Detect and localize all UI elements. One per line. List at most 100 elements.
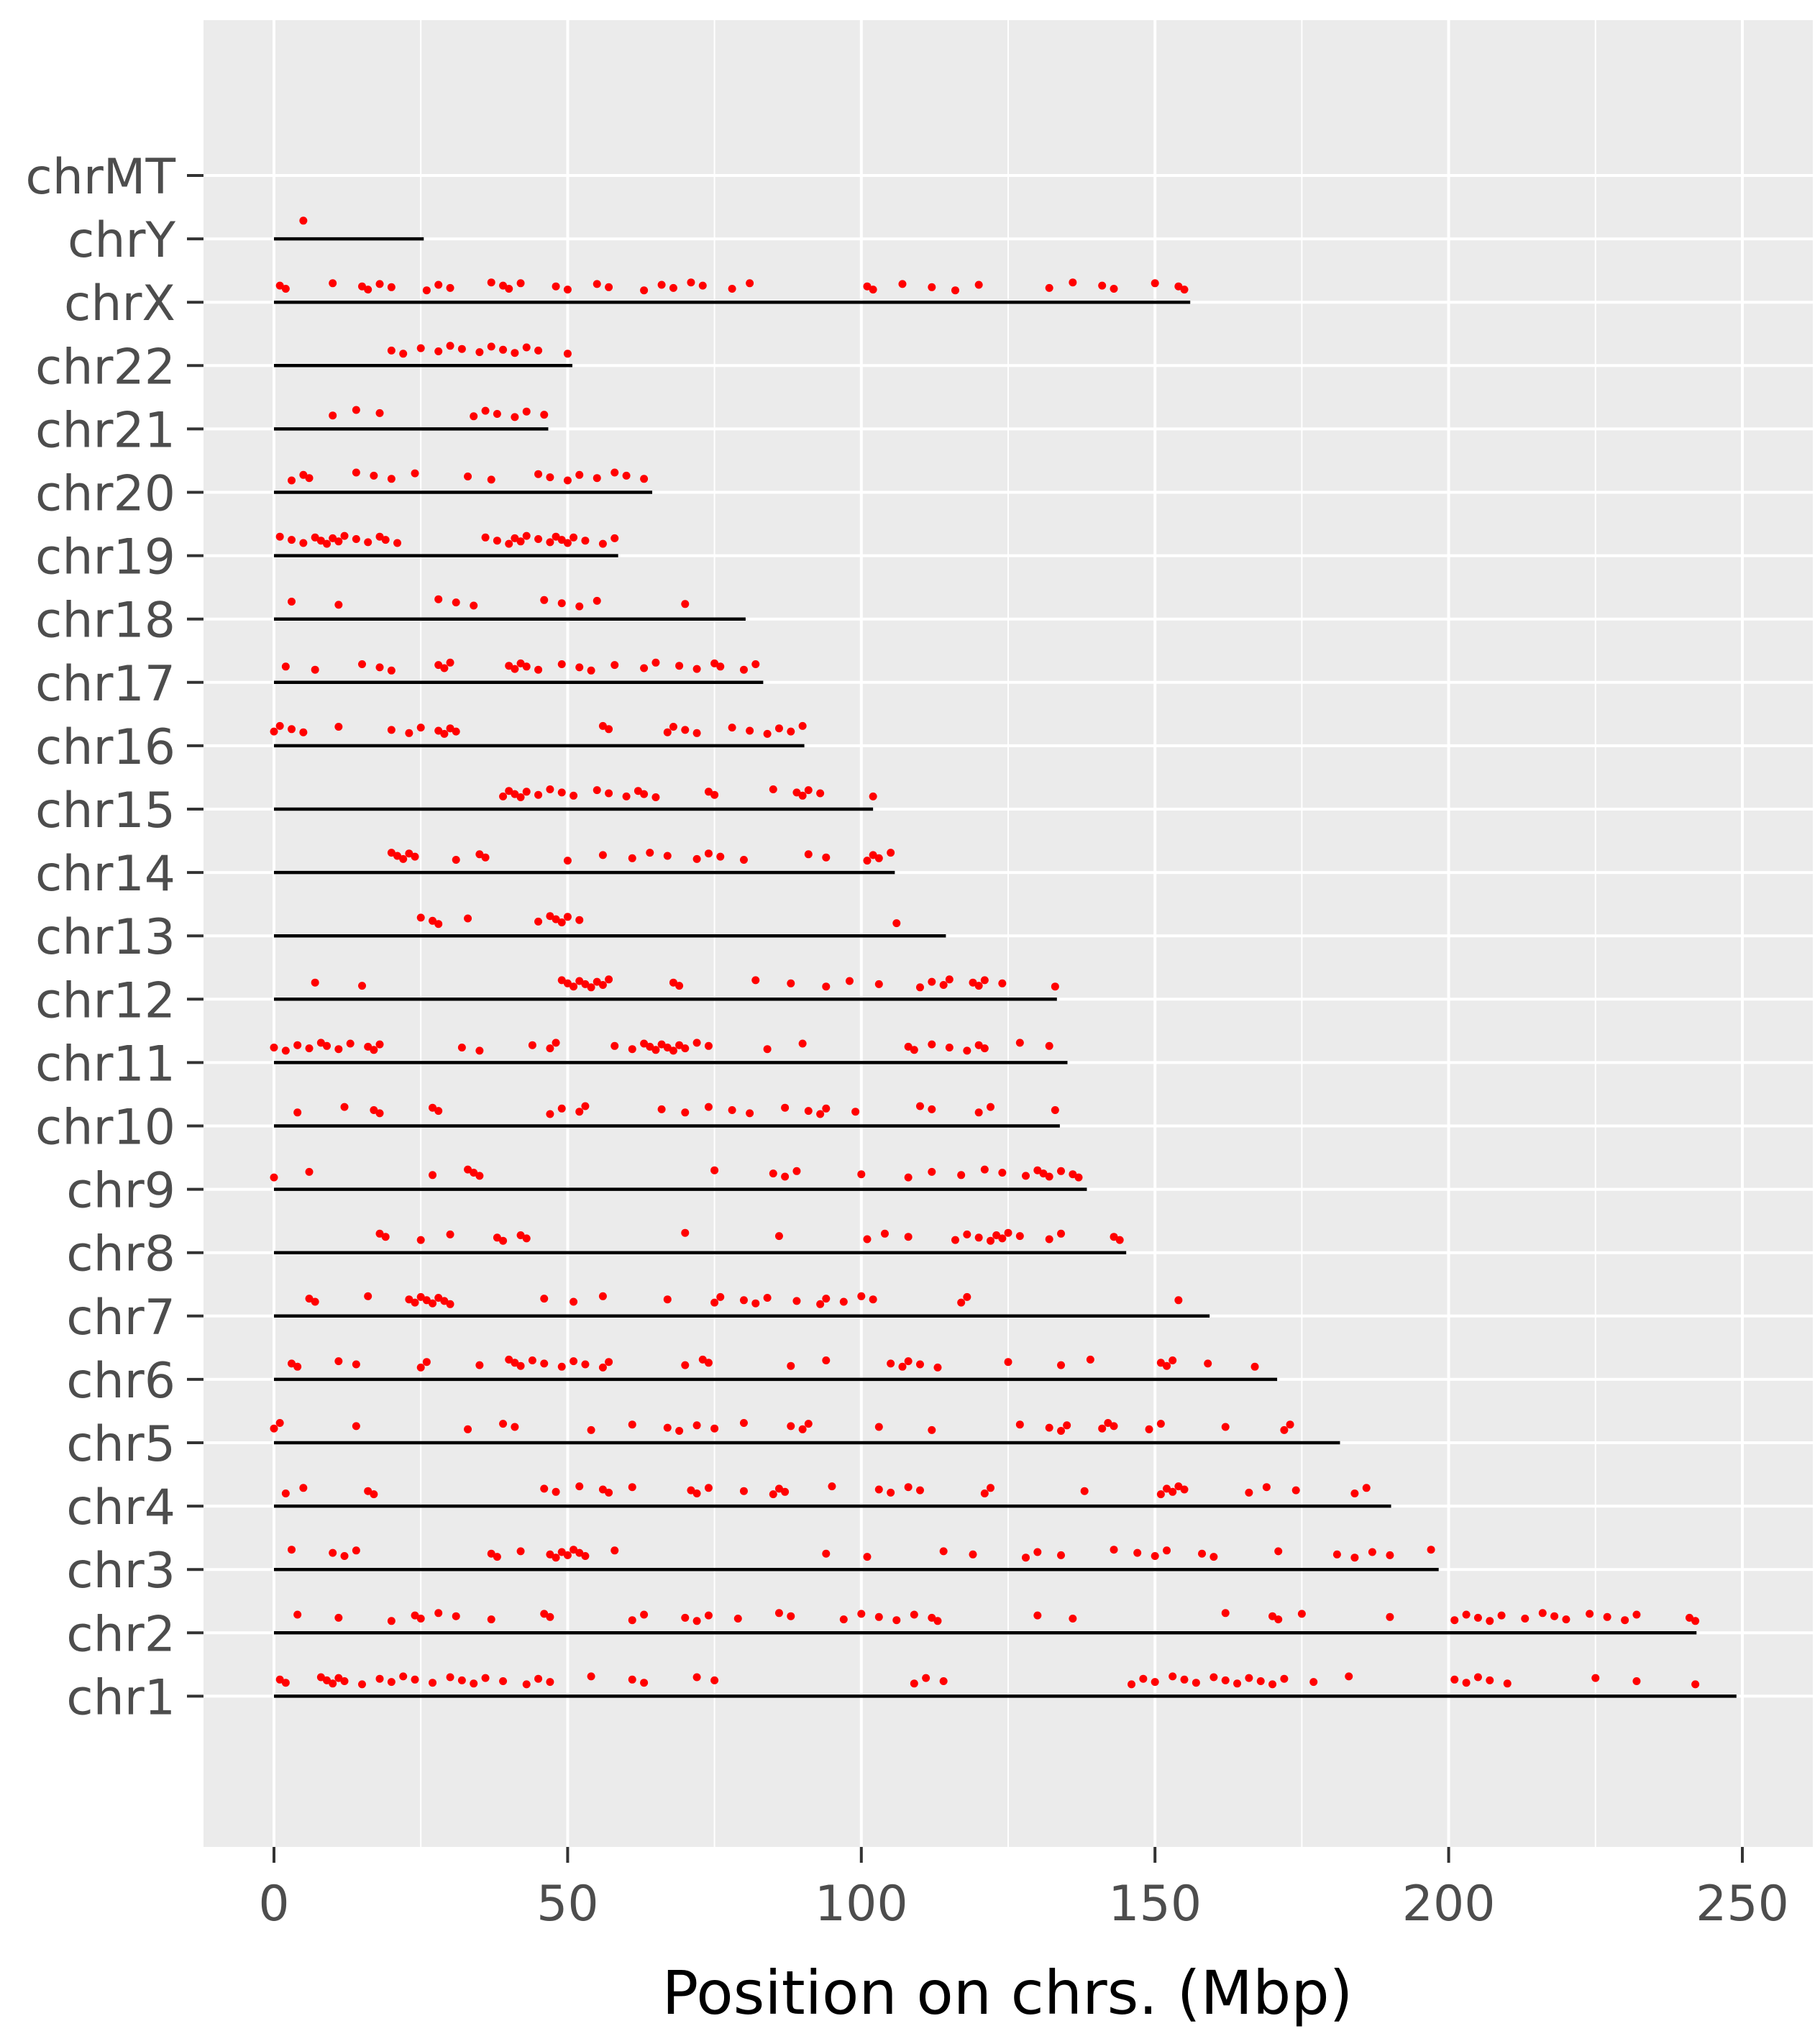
data-point <box>364 1042 372 1051</box>
data-point <box>446 283 454 292</box>
data-point <box>728 1106 736 1114</box>
data-point <box>598 1363 607 1372</box>
data-point <box>1069 1615 1077 1623</box>
data-point <box>499 345 508 354</box>
data-point <box>470 1169 478 1177</box>
data-point <box>522 662 531 671</box>
data-point <box>963 1046 971 1055</box>
data-point <box>522 1680 531 1689</box>
data-point <box>651 658 660 667</box>
data-point <box>370 471 378 480</box>
data-point <box>311 533 319 542</box>
data-point <box>593 786 601 795</box>
data-point <box>804 850 813 859</box>
data-point <box>540 1295 549 1303</box>
data-point <box>634 787 642 795</box>
data-point <box>1156 1420 1165 1428</box>
data-point <box>1128 1680 1136 1689</box>
data-point <box>704 1484 713 1492</box>
data-point <box>1521 1615 1529 1623</box>
data-point <box>957 1171 966 1180</box>
y-tick-label: chr19 <box>35 529 175 586</box>
data-point <box>429 1171 437 1180</box>
data-point <box>499 1236 508 1245</box>
data-point <box>370 1490 378 1499</box>
data-point <box>787 979 795 987</box>
data-point <box>481 853 490 862</box>
data-point <box>288 725 296 734</box>
data-point <box>593 596 601 605</box>
data-point <box>434 1294 443 1302</box>
data-point <box>869 851 877 859</box>
data-point <box>316 1039 325 1047</box>
data-point <box>563 539 572 547</box>
data-point <box>928 1105 936 1113</box>
data-point <box>316 537 325 545</box>
data-point <box>1004 1228 1012 1237</box>
data-point <box>305 1167 314 1176</box>
data-point <box>593 280 601 288</box>
data-point <box>1080 1487 1089 1495</box>
data-point <box>951 1236 959 1244</box>
data-point <box>822 1295 831 1303</box>
data-point <box>598 981 607 989</box>
data-point <box>739 665 748 674</box>
data-point <box>540 1484 549 1493</box>
data-point <box>323 539 331 548</box>
data-point <box>516 1547 525 1556</box>
data-point <box>698 281 707 290</box>
data-point <box>898 280 907 288</box>
data-point <box>774 1232 783 1241</box>
data-point <box>698 1355 707 1364</box>
data-point <box>804 1107 813 1115</box>
data-point <box>552 915 560 923</box>
data-point <box>1051 982 1059 991</box>
data-point <box>340 1677 349 1685</box>
data-point <box>969 978 977 987</box>
data-point <box>704 1041 713 1050</box>
y-tick-label: chr6 <box>66 1353 175 1410</box>
data-point <box>798 791 807 800</box>
data-point <box>1174 1482 1183 1491</box>
data-point <box>288 476 296 485</box>
data-point <box>429 1679 437 1687</box>
y-tick-label: chr1 <box>66 1669 175 1726</box>
data-point <box>464 1425 472 1433</box>
data-point <box>281 285 290 293</box>
data-point <box>792 788 801 797</box>
data-point <box>763 1045 772 1054</box>
data-point <box>1033 1611 1042 1620</box>
data-point <box>1286 1420 1294 1429</box>
data-point <box>681 726 690 734</box>
data-point <box>563 979 572 987</box>
data-point <box>928 1167 936 1176</box>
data-point <box>323 1676 331 1684</box>
data-point <box>816 1110 825 1118</box>
data-point <box>739 1296 748 1305</box>
data-point <box>887 849 895 857</box>
data-point <box>1274 1547 1283 1556</box>
y-tick-label: chr16 <box>35 719 175 776</box>
data-point <box>692 1489 701 1497</box>
data-point <box>769 1490 777 1499</box>
data-point <box>728 724 736 732</box>
data-point <box>575 1108 584 1116</box>
data-point <box>1174 282 1183 291</box>
data-point <box>922 1674 930 1682</box>
data-point <box>1497 1611 1506 1620</box>
data-point <box>1139 1674 1148 1683</box>
data-point <box>774 724 783 733</box>
data-point <box>511 665 519 673</box>
data-point <box>358 660 367 668</box>
data-point <box>605 975 613 984</box>
data-point <box>928 1425 936 1434</box>
data-point <box>933 1363 942 1372</box>
data-point <box>481 533 490 542</box>
data-point <box>1350 1489 1359 1497</box>
data-point <box>1180 286 1189 294</box>
y-tick-label: chr5 <box>66 1416 175 1473</box>
data-point <box>904 1173 913 1182</box>
data-point <box>1098 281 1107 290</box>
data-point <box>470 601 478 610</box>
